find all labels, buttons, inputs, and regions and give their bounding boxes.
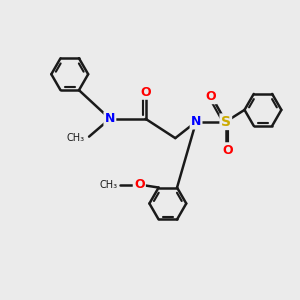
- Text: O: O: [134, 178, 145, 191]
- Text: O: O: [206, 90, 216, 103]
- Text: CH₃: CH₃: [100, 180, 118, 190]
- Text: O: O: [222, 143, 232, 157]
- Text: O: O: [140, 85, 151, 98]
- Text: CH₃: CH₃: [67, 133, 85, 143]
- Text: S: S: [221, 115, 231, 129]
- Text: N: N: [105, 112, 115, 125]
- Text: N: N: [191, 115, 201, 128]
